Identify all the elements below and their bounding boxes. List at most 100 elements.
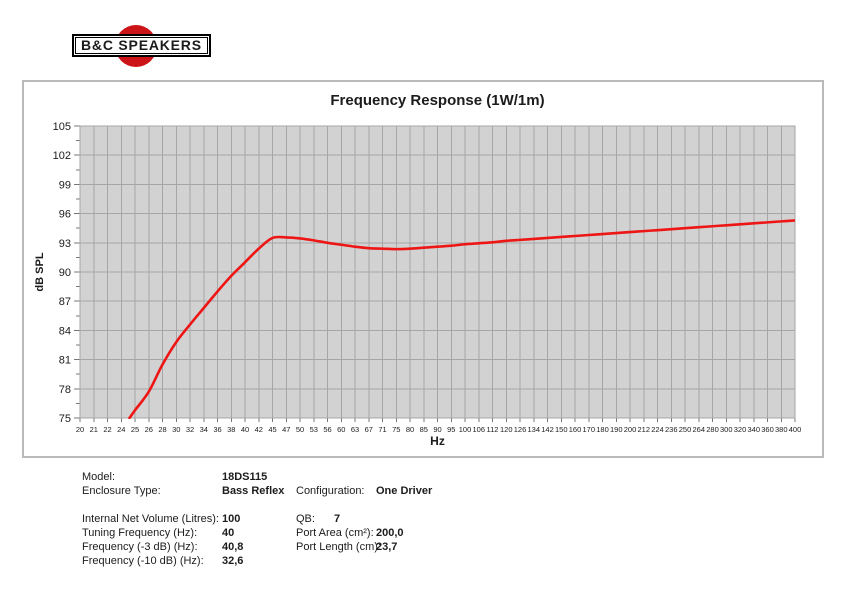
spec-value: Bass Reflex <box>222 485 285 497</box>
x-tick-label: 320 <box>734 425 747 434</box>
spec-label: QB: <box>296 513 315 525</box>
x-axis-label: Hz <box>430 434 445 448</box>
x-tick-label: 250 <box>679 425 692 434</box>
x-tick-label: 95 <box>447 425 455 434</box>
x-tick-label: 30 <box>172 425 180 434</box>
spec-label: Tuning Frequency (Hz): <box>82 527 198 539</box>
x-tick-label: 60 <box>337 425 345 434</box>
y-tick-label: 78 <box>59 384 71 396</box>
x-tick-label: 24 <box>117 425 125 434</box>
y-tick-label: 99 <box>59 179 71 191</box>
spec-label: Internal Net Volume (Litres): <box>82 513 219 525</box>
spec-label: Port Length (cm): <box>296 541 381 553</box>
x-tick-label: 25 <box>131 425 139 434</box>
x-tick-label: 47 <box>282 425 290 434</box>
x-tick-label: 26 <box>145 425 153 434</box>
x-tick-label: 120 <box>500 425 513 434</box>
spec-value: 7 <box>334 513 341 525</box>
y-tick-label: 87 <box>59 296 71 308</box>
x-tick-label: 56 <box>323 425 331 434</box>
x-tick-label: 75 <box>392 425 400 434</box>
spec-row-configuration: Configuration: One Driver <box>296 484 432 498</box>
spec-value: 18DS115 <box>222 471 268 483</box>
x-tick-label: 71 <box>378 425 386 434</box>
spec-label: Frequency (-10 dB) (Hz): <box>82 555 204 567</box>
y-tick-label: 96 <box>59 209 71 221</box>
x-tick-label: 36 <box>213 425 221 434</box>
bc-speakers-logo: B&C SPEAKERS <box>0 0 260 80</box>
spec-value: 40 <box>222 527 235 539</box>
spec-row-qb: QB: 7 <box>296 512 340 526</box>
spec-label: Frequency (-3 dB) (Hz): <box>82 541 198 553</box>
x-tick-label: 160 <box>569 425 582 434</box>
spec-label: Enclosure Type: <box>82 485 161 497</box>
x-tick-label: 100 <box>459 425 472 434</box>
x-tick-label: 126 <box>514 425 527 434</box>
x-tick-label: 21 <box>90 425 98 434</box>
x-tick-label: 236 <box>665 425 678 434</box>
x-tick-label: 112 <box>487 425 499 434</box>
x-tick-label: 300 <box>720 425 733 434</box>
x-tick-label: 212 <box>637 425 650 434</box>
x-tick-label: 150 <box>555 425 568 434</box>
x-tick-label: 53 <box>310 425 318 434</box>
x-tick-label: 200 <box>624 425 637 434</box>
x-tick-label: 22 <box>103 425 111 434</box>
y-tick-label: 90 <box>59 267 71 279</box>
spec-value: 32,6 <box>222 555 244 567</box>
x-tick-label: 85 <box>420 425 428 434</box>
spec-row-enclosure-type: Enclosure Type: Bass Reflex <box>82 484 284 498</box>
spec-label: Model: <box>82 471 116 483</box>
x-tick-label: 280 <box>706 425 719 434</box>
x-tick-label: 32 <box>186 425 194 434</box>
spec-value: 23,7 <box>376 541 398 553</box>
x-tick-label: 340 <box>747 425 760 434</box>
x-tick-label: 34 <box>200 425 208 434</box>
spec-value: 100 <box>222 513 241 525</box>
spec-label: Configuration: <box>296 485 365 497</box>
spec-row-port-area: Port Area (cm²): 200,0 <box>296 526 404 540</box>
x-tick-label: 28 <box>158 425 166 434</box>
x-tick-label: 264 <box>692 425 705 434</box>
spec-row-frequency-minus3db: Frequency (-3 dB) (Hz): 40,8 <box>82 540 243 554</box>
spec-row-port-length: Port Length (cm): 23,7 <box>296 540 397 554</box>
x-tick-label: 20 <box>76 425 84 434</box>
spec-value: 40,8 <box>222 541 244 553</box>
x-tick-label: 134 <box>527 425 540 434</box>
x-tick-label: 42 <box>255 425 263 434</box>
spec-row-internal-net-volume: Internal Net Volume (Litres): 100 <box>82 512 240 526</box>
x-tick-label: 80 <box>406 425 414 434</box>
logo-text: B&C SPEAKERS <box>75 37 208 54</box>
x-tick-label: 190 <box>610 425 623 434</box>
x-tick-label: 180 <box>596 425 609 434</box>
x-tick-label: 40 <box>241 425 249 434</box>
x-tick-label: 106 <box>472 425 485 434</box>
x-tick-label: 400 <box>789 425 802 434</box>
spec-value: One Driver <box>376 485 433 497</box>
x-tick-label: 224 <box>651 425 664 434</box>
x-tick-label: 63 <box>351 425 359 434</box>
spl-response-curve <box>128 219 795 419</box>
spec-row-frequency-minus10db: Frequency (-10 dB) (Hz): 32,6 <box>82 554 243 568</box>
y-tick-label: 81 <box>59 355 71 367</box>
spec-row-model: Model: 18DS115 <box>82 470 267 484</box>
y-tick-label: 102 <box>53 150 71 162</box>
x-tick-label: 90 <box>433 425 441 434</box>
x-tick-label: 38 <box>227 425 235 434</box>
frequency-response-panel: Frequency Response (1W/1m) dB SPL 105 102… <box>22 80 824 458</box>
y-tick-label: 93 <box>59 238 71 250</box>
spec-label: Port Area (cm²): <box>296 527 374 539</box>
x-tick-label: 67 <box>365 425 373 434</box>
x-tick-label: 170 <box>582 425 595 434</box>
logo-frame: B&C SPEAKERS <box>72 34 211 57</box>
plot-border <box>79 125 796 419</box>
spec-row-tuning-frequency: Tuning Frequency (Hz): 40 <box>82 526 234 540</box>
x-tick-label: 380 <box>775 425 788 434</box>
y-tick-label: 105 <box>53 121 71 133</box>
y-tick-label: 84 <box>59 325 71 337</box>
spec-value: 200,0 <box>376 527 404 539</box>
x-tick-label: 45 <box>268 425 276 434</box>
x-tick-label: 50 <box>296 425 304 434</box>
x-tick-label: 142 <box>541 425 554 434</box>
